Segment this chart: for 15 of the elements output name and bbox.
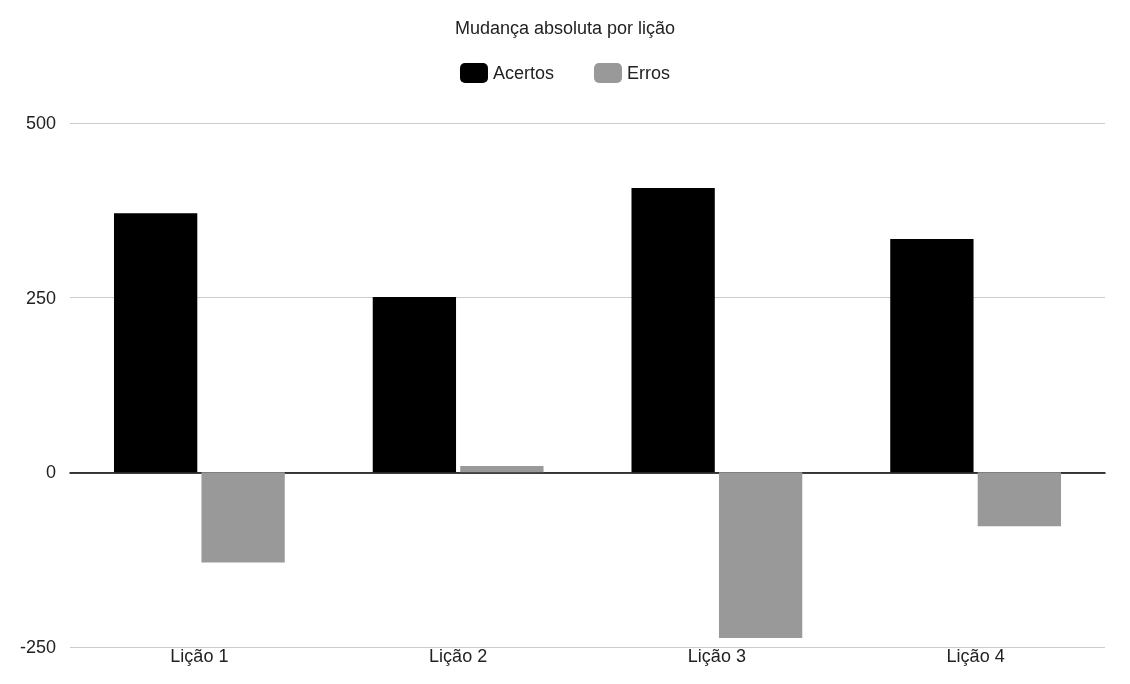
bar xyxy=(201,472,285,563)
x-tick-label: Lição 2 xyxy=(429,646,488,666)
x-tick-label: Lição 3 xyxy=(687,646,746,666)
y-tick-label: 250 xyxy=(25,287,56,308)
x-tick-label: Lição 1 xyxy=(170,646,229,666)
chart-title: Mudança absoluta por lição xyxy=(454,18,676,38)
x-tick-label: Lição 4 xyxy=(946,646,1005,666)
bar xyxy=(460,466,544,473)
y-tick-label: -250 xyxy=(19,637,56,657)
y-tick-label: 500 xyxy=(25,113,56,133)
bar xyxy=(718,472,803,638)
y-tick-label: 0 xyxy=(45,462,56,483)
legend-label: Acertos xyxy=(492,63,555,83)
legend-label: Erros xyxy=(627,63,671,83)
bar xyxy=(977,472,1062,527)
